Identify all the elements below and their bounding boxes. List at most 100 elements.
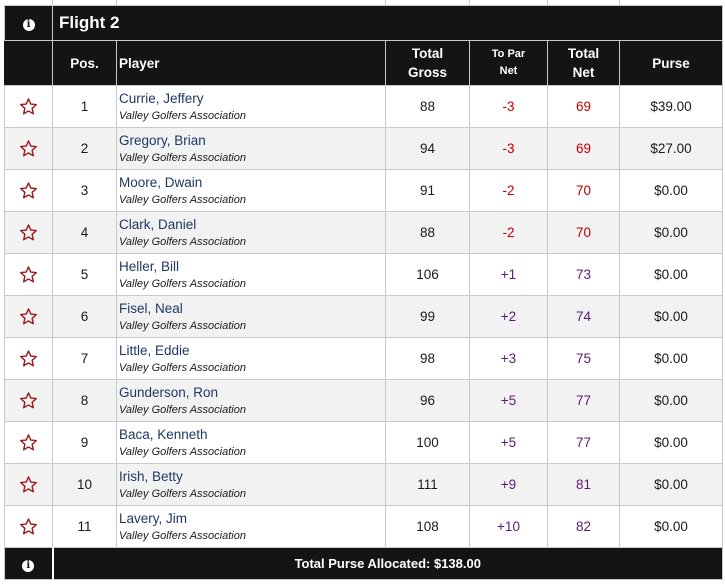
purse-cell: $0.00 [618, 295, 724, 338]
pos-column-header[interactable]: Pos. [52, 40, 117, 86]
player-name-link[interactable]: Gunderson, Ron [119, 384, 219, 400]
favorite-star-button[interactable] [4, 421, 53, 464]
total-net-cell: 74 [547, 295, 620, 338]
purse-cell: $39.00 [618, 85, 724, 128]
position-cell: 8 [52, 379, 117, 422]
player-cell: Currie, Jeffery Valley Golfers Associatio… [116, 85, 386, 128]
position-cell: 1 [52, 85, 117, 128]
player-association: Valley Golfers Association [119, 361, 246, 374]
to-par-net-cell: -3 [469, 127, 548, 170]
to-par-net-cell: -2 [469, 211, 548, 254]
star-icon [5, 223, 52, 242]
favorite-star-button[interactable] [4, 85, 53, 128]
player-name-link[interactable]: Little, Eddie [119, 342, 190, 358]
favorite-star-button[interactable] [4, 463, 53, 506]
total-net-header-line2: Net [572, 65, 595, 80]
player-row: 1 Currie, Jeffery Valley Golfers Associati… [4, 85, 724, 128]
position-cell: 4 [52, 211, 117, 254]
player-name-link[interactable]: Irish, Betty [119, 468, 183, 484]
player-cell: Fisel, Neal Valley Golfers Association [116, 295, 386, 338]
total-net-cell: 73 [547, 253, 620, 296]
position-cell: 5 [52, 253, 117, 296]
total-gross-cell: 100 [385, 421, 470, 464]
player-row: 3 Moore, Dwain Valley Golfers Association 9… [4, 169, 724, 212]
to-par-net-cell: +3 [469, 337, 548, 380]
purse-cell: $0.00 [618, 169, 724, 212]
total-gross-header-line1: Total [411, 46, 444, 61]
flight-header: i Flight 2 [4, 5, 724, 41]
star-icon [5, 391, 52, 410]
player-association: Valley Golfers Association [119, 529, 246, 542]
favorite-star-button[interactable] [4, 379, 53, 422]
purse-cell: $0.00 [618, 463, 724, 506]
player-association: Valley Golfers Association [119, 151, 246, 164]
purse-cell: $0.00 [618, 253, 724, 296]
purse-cell: $0.00 [618, 421, 724, 464]
player-row: 10 Irish, Betty Valley Golfers Association… [4, 463, 724, 506]
total-net-cell: 81 [547, 463, 620, 506]
favorite-star-button[interactable] [4, 253, 53, 296]
position-cell: 6 [52, 295, 117, 338]
leaderboard-table: i Flight 2 Pos. Player Total Gross To Pa… [4, 5, 724, 580]
player-name-link[interactable]: Lavery, Jim [119, 510, 188, 526]
player-row: 5 Heller, Bill Valley Golfers Association 1… [4, 253, 724, 296]
favorite-star-button[interactable] [4, 337, 53, 380]
star-icon [5, 181, 52, 200]
player-cell: Gunderson, Ron Valley Golfers Association [116, 379, 386, 422]
total-gross-cell: 98 [385, 337, 470, 380]
player-row: 7 Little, Eddie Valley Golfers Association… [4, 337, 724, 380]
star-icon [5, 97, 52, 116]
player-name-link[interactable]: Heller, Bill [119, 258, 180, 274]
purse-cell: $27.00 [618, 127, 724, 170]
player-association: Valley Golfers Association [119, 445, 246, 458]
player-name-link[interactable]: Fisel, Neal [119, 300, 183, 316]
total-gross-cell: 96 [385, 379, 470, 422]
purse-cell: $0.00 [618, 505, 724, 548]
player-row: 2 Gregory, Brian Valley Golfers Associatio… [4, 127, 724, 170]
total-net-cell: 69 [547, 85, 620, 128]
total-gross-cell: 88 [385, 85, 470, 128]
total-net-column-header[interactable]: Total Net [547, 40, 620, 86]
position-cell: 11 [52, 505, 117, 548]
position-cell: 10 [52, 463, 117, 506]
star-icon [5, 307, 52, 326]
total-gross-cell: 106 [385, 253, 470, 296]
favorite-star-button[interactable] [4, 505, 53, 548]
to-par-header-line2: Net [499, 65, 518, 77]
footer-row: i Total Purse Allocated: $138.00 [4, 547, 724, 580]
favorite-star-button[interactable] [4, 211, 53, 254]
player-cell: Heller, Bill Valley Golfers Association [116, 253, 386, 296]
player-cell: Clark, Daniel Valley Golfers Association [116, 211, 386, 254]
player-column-header[interactable]: Player [116, 40, 386, 86]
player-association: Valley Golfers Association [119, 235, 246, 248]
player-name-link[interactable]: Moore, Dwain [119, 174, 203, 190]
player-name-link[interactable]: Clark, Daniel [119, 216, 197, 232]
total-gross-cell: 91 [385, 169, 470, 212]
player-association: Valley Golfers Association [119, 487, 246, 500]
total-gross-cell: 99 [385, 295, 470, 338]
total-gross-column-header[interactable]: Total Gross [385, 40, 470, 86]
player-association: Valley Golfers Association [119, 109, 246, 122]
flight-info-button[interactable]: i [4, 5, 53, 41]
total-gross-cell: 111 [385, 463, 470, 506]
footer-info-button[interactable]: i [4, 547, 53, 580]
position-cell: 7 [52, 337, 117, 380]
player-cell: Moore, Dwain Valley Golfers Association [116, 169, 386, 212]
favorite-star-button[interactable] [4, 169, 53, 212]
star-icon [5, 517, 52, 536]
favorite-star-button[interactable] [4, 295, 53, 338]
player-name-link[interactable]: Baca, Kenneth [119, 426, 208, 442]
star-icon [5, 349, 52, 368]
favorite-star-button[interactable] [4, 127, 53, 170]
player-association: Valley Golfers Association [119, 319, 246, 332]
purse-column-header[interactable]: Purse [618, 40, 724, 86]
favorite-column-header [4, 40, 53, 86]
total-net-cell: 77 [547, 379, 620, 422]
player-row: 11 Lavery, Jim Valley Golfers Association 1… [4, 505, 724, 548]
total-net-cell: 82 [547, 505, 620, 548]
to-par-net-column-header[interactable]: To Par Net [469, 40, 548, 86]
to-par-net-cell: +10 [469, 505, 548, 548]
player-row: 9 Baca, Kenneth Valley Golfers Association… [4, 421, 724, 464]
player-name-link[interactable]: Currie, Jeffery [119, 90, 204, 106]
player-name-link[interactable]: Gregory, Brian [119, 132, 206, 148]
